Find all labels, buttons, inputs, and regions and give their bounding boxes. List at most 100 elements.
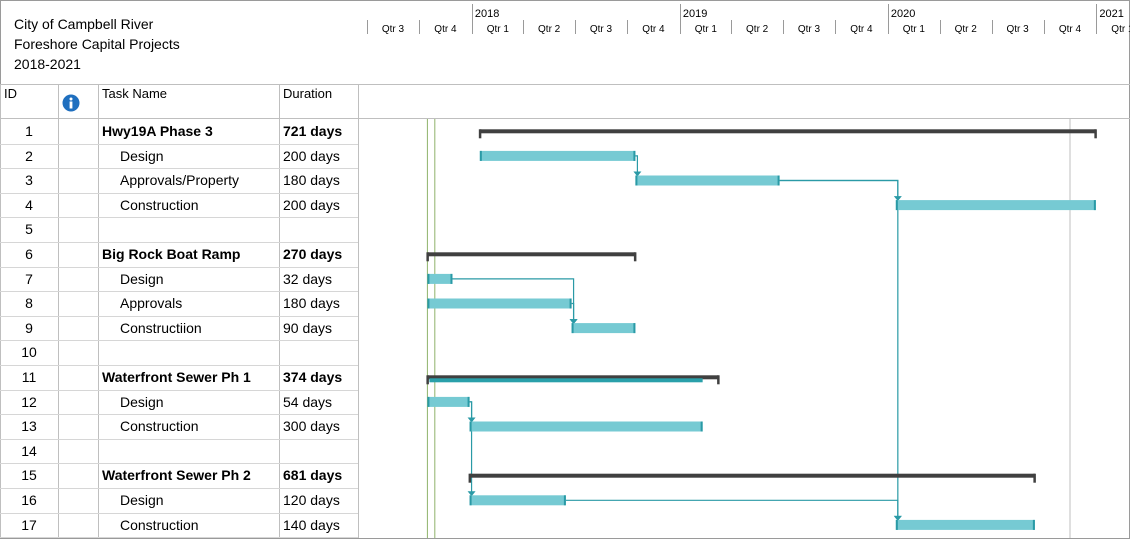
task-name-cell[interactable]: Construction bbox=[120, 418, 199, 435]
task-id-cell[interactable]: 13 bbox=[21, 418, 37, 435]
task-name-cell[interactable]: Construction bbox=[120, 196, 199, 213]
task-bar-end-edge bbox=[633, 323, 636, 334]
summary-bar bbox=[479, 129, 1096, 134]
quarter-tick bbox=[367, 20, 368, 34]
quarter-label: Qtr 1 bbox=[694, 24, 717, 35]
task-bar bbox=[427, 396, 470, 407]
task-bar bbox=[571, 323, 636, 334]
task-bar-end-edge bbox=[1032, 519, 1035, 530]
quarter-tick bbox=[731, 20, 733, 34]
task-bar bbox=[427, 273, 453, 284]
quarter-tick bbox=[991, 20, 993, 34]
quarter-tick bbox=[1096, 20, 1098, 34]
task-id-cell[interactable]: 16 bbox=[21, 492, 37, 508]
task-bar-start-edge bbox=[895, 200, 898, 211]
task-duration-cell[interactable]: 180 days bbox=[283, 295, 340, 312]
dependency-arrow bbox=[569, 319, 578, 325]
task-duration-cell[interactable]: 32 days bbox=[283, 270, 333, 287]
task-bar-end-edge bbox=[777, 175, 780, 186]
column-header-id[interactable]: ID bbox=[4, 86, 17, 101]
quarter-label: Qtr 3 bbox=[381, 24, 405, 35]
task-duration-cell[interactable]: 300 days bbox=[283, 418, 340, 435]
task-name-cell[interactable]: Design bbox=[120, 270, 164, 287]
year-tick bbox=[471, 4, 473, 34]
summary-bar-start-cap bbox=[468, 473, 472, 483]
task-bar-start-edge bbox=[427, 298, 430, 309]
summary-bar-end-cap bbox=[1033, 473, 1036, 483]
task-id-cell[interactable]: 4 bbox=[25, 196, 33, 213]
task-bar-end-edge bbox=[467, 396, 470, 407]
summary-bar-end-cap bbox=[717, 375, 720, 385]
task-id-cell[interactable]: 11 bbox=[21, 369, 37, 385]
task-duration-cell[interactable]: 54 days bbox=[283, 393, 333, 410]
task-duration-cell[interactable]: 374 days bbox=[283, 369, 343, 385]
task-name-cell[interactable]: Construction bbox=[120, 516, 199, 533]
task-name-cell[interactable]: Approvals/Property bbox=[120, 172, 240, 189]
task-duration-cell[interactable]: 140 days bbox=[283, 516, 340, 533]
task-bar-start-edge bbox=[469, 421, 472, 432]
task-id-cell[interactable]: 9 bbox=[25, 319, 33, 336]
task-duration-cell[interactable]: 200 days bbox=[283, 147, 340, 164]
task-name-cell[interactable]: Approvals bbox=[120, 295, 183, 312]
task-name-cell[interactable]: Big Rock Boat Ramp bbox=[102, 246, 241, 262]
quarter-label: Qtr 4 bbox=[1058, 24, 1082, 35]
summary-bar-start-cap bbox=[426, 375, 429, 385]
info-icon[interactable] bbox=[62, 94, 80, 115]
task-bar bbox=[469, 421, 703, 432]
task-bar-start-edge bbox=[635, 175, 638, 186]
task-id-cell[interactable]: 8 bbox=[25, 295, 33, 312]
task-bar-start-edge bbox=[895, 519, 898, 530]
task-id-cell[interactable]: 6 bbox=[25, 246, 33, 262]
summary-bar-end-cap bbox=[633, 252, 637, 262]
task-name-cell[interactable]: Waterfront Sewer Ph 2 bbox=[102, 467, 251, 484]
dependency-link bbox=[635, 155, 639, 176]
task-grid: ID Task Name Duration 1 Hwy19A Phase 3 721… bbox=[0, 84, 1130, 539]
quarter-tick bbox=[419, 20, 421, 34]
task-id-cell[interactable]: 15 bbox=[21, 467, 37, 484]
quarter-label: Qtr 1 bbox=[486, 24, 509, 35]
timescale: 2018 2019 2020 2021 Qtr 3 Qtr 4 Qtr 1 Qtr 2 Qtr … bbox=[359, 0, 1130, 35]
task-duration-cell[interactable]: 721 days bbox=[283, 123, 343, 139]
task-name-cell[interactable]: Waterfront Sewer Ph 1 bbox=[102, 369, 251, 385]
task-duration-cell[interactable]: 200 days bbox=[283, 196, 340, 213]
task-name-cell[interactable]: Hwy19A Phase 3 bbox=[102, 123, 213, 139]
dependency-link bbox=[779, 179, 899, 520]
quarter-tick bbox=[939, 20, 941, 34]
task-id-cell[interactable]: 10 bbox=[21, 344, 37, 361]
task-duration-cell[interactable]: 681 days bbox=[283, 467, 343, 484]
quarter-tick bbox=[887, 20, 889, 34]
quarter-label: Qtr 4 bbox=[642, 24, 665, 35]
column-header-duration[interactable]: Duration bbox=[283, 86, 333, 101]
task-id-cell[interactable]: 2 bbox=[25, 147, 33, 164]
task-name-cell[interactable]: Design bbox=[120, 393, 164, 410]
task-id-cell[interactable]: 7 bbox=[25, 270, 33, 287]
task-name-cell[interactable]: Constructiion bbox=[120, 319, 202, 336]
task-id-cell[interactable]: 17 bbox=[21, 516, 37, 533]
year-label: 2018 bbox=[474, 8, 500, 20]
task-duration-cell[interactable]: 90 days bbox=[283, 319, 333, 336]
year-label: 2021 bbox=[1099, 8, 1124, 20]
dependency-arrow bbox=[633, 171, 642, 177]
task-id-cell[interactable]: 1 bbox=[25, 123, 33, 139]
dependency-link bbox=[565, 499, 899, 520]
quarter-tick bbox=[783, 20, 784, 34]
task-id-cell[interactable]: 12 bbox=[21, 393, 37, 410]
task-id-cell[interactable]: 3 bbox=[25, 172, 33, 189]
task-id-cell[interactable]: 14 bbox=[21, 442, 37, 459]
quarter-tick bbox=[523, 20, 525, 34]
task-id-cell[interactable]: 5 bbox=[25, 221, 33, 238]
task-duration-cell[interactable]: 180 days bbox=[283, 172, 340, 189]
quarter-label: Qtr 1 bbox=[1111, 24, 1130, 35]
quarter-label: Qtr 2 bbox=[954, 24, 977, 35]
year-label: 2019 bbox=[682, 8, 708, 20]
dependency-arrow bbox=[893, 515, 902, 521]
quarter-label: Qtr 2 bbox=[538, 24, 561, 35]
task-name-cell[interactable]: Design bbox=[120, 492, 164, 508]
dependency-link bbox=[779, 179, 899, 201]
task-duration-cell[interactable]: 120 days bbox=[283, 492, 340, 508]
column-header-task-name[interactable]: Task Name bbox=[102, 86, 168, 101]
task-bar-end-edge bbox=[563, 495, 566, 506]
task-name-cell[interactable]: Design bbox=[120, 147, 164, 164]
task-duration-cell[interactable]: 270 days bbox=[283, 246, 343, 262]
dependency-arrow bbox=[467, 491, 476, 497]
